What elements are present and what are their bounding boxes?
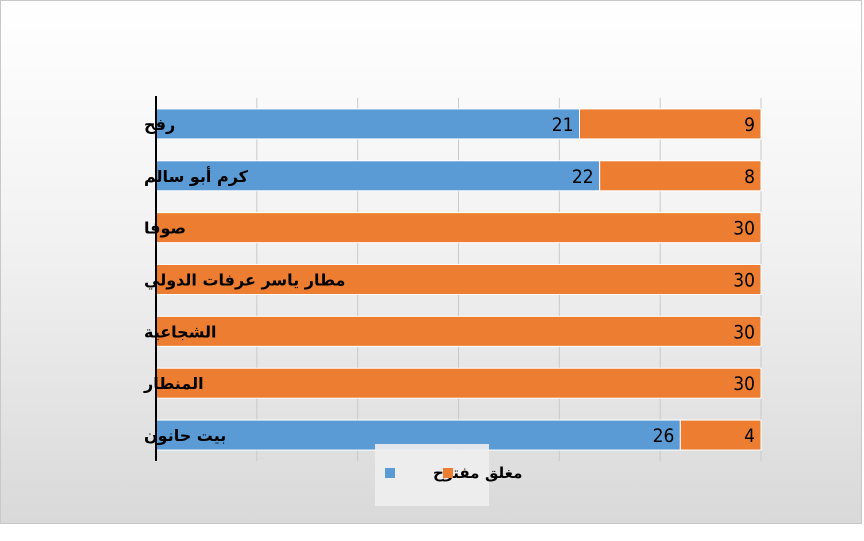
category-label: كرم أبو سالم — [144, 166, 249, 186]
bar-closed — [679, 419, 762, 451]
data-label: 30 — [733, 270, 755, 292]
legend-label-open: مفتوح — [433, 464, 479, 482]
category-label: مطار ياسر عرفات الدولي — [144, 271, 345, 291]
data-label: 30 — [733, 218, 755, 240]
bar-closed — [599, 160, 762, 192]
category-label: الشجاعية — [144, 322, 216, 341]
data-label: 26 — [653, 425, 675, 447]
data-label: 8 — [744, 166, 755, 188]
data-label: 21 — [552, 114, 574, 136]
bar-closed — [155, 212, 762, 244]
data-label: 22 — [572, 166, 594, 188]
bar-closed — [155, 367, 762, 399]
bar-closed — [579, 108, 762, 140]
legend-swatch-closed — [443, 468, 453, 478]
bar-closed — [155, 315, 762, 347]
legend-label-closed: مغلق — [485, 464, 522, 482]
bar-open — [155, 160, 601, 192]
data-label: 30 — [733, 373, 755, 395]
data-label: 30 — [733, 321, 755, 343]
bar-open — [155, 108, 580, 140]
category-label: بيت حانون — [144, 426, 226, 445]
legend-swatch-open — [385, 468, 395, 478]
chart-area: 21 9 رفح 22 8 كرم أبو سالم 30 صوفا 30 مطار ياسر ع… — [0, 0, 862, 524]
category-label: صوفا — [144, 219, 186, 238]
data-label: 4 — [744, 425, 755, 447]
data-label: 9 — [744, 114, 755, 136]
category-label: رفح — [144, 115, 175, 134]
category-label: المنطار — [143, 374, 204, 393]
